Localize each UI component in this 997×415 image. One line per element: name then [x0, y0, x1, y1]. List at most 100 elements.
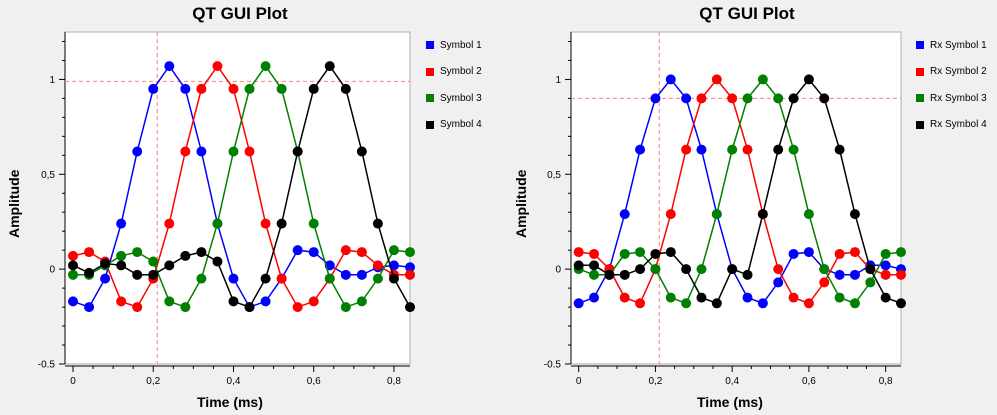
x-tick-label: 0,6 — [802, 376, 816, 387]
data-point — [880, 248, 891, 259]
data-point — [788, 144, 799, 155]
data-point — [340, 245, 351, 256]
legend-swatch — [916, 120, 924, 129]
legend-item[interactable]: Rx Symbol 3 — [916, 85, 987, 112]
data-point — [164, 61, 175, 72]
data-point — [727, 144, 738, 155]
data-point — [372, 218, 383, 229]
data-point — [849, 269, 860, 280]
data-point — [212, 61, 223, 72]
data-point — [308, 296, 319, 307]
y-tick-label: 0,5 — [41, 170, 55, 181]
data-point — [727, 93, 738, 104]
y-axis-label: Amplitude — [513, 169, 529, 238]
y-tick-label: 1 — [49, 75, 55, 86]
data-point — [757, 298, 768, 309]
data-point — [834, 248, 845, 259]
series-line-3 — [578, 78, 902, 305]
data-point — [788, 292, 799, 303]
series-line-4 — [72, 64, 411, 309]
y-tick-label: 0,5 — [547, 170, 561, 181]
legend-label: Symbol 2 — [440, 66, 482, 78]
data-point — [573, 260, 584, 271]
data-point — [665, 74, 676, 85]
plot-canvas[interactable]: -0.5 0 0,5 1 0 0,2 0,4 0,6 0,8 — [507, 0, 997, 415]
plot-canvas[interactable]: -0.5 0 0,5 1 0 0,2 0,4 0,6 0,8 — [0, 0, 498, 415]
data-point — [388, 273, 399, 284]
legend-swatch — [426, 41, 434, 50]
legend-item[interactable]: Rx Symbol 2 — [916, 59, 987, 86]
legend-item[interactable]: Symbol 2 — [426, 59, 482, 86]
data-point — [100, 273, 111, 284]
data-point — [803, 209, 814, 220]
series-line-1 — [578, 78, 902, 305]
data-point — [196, 83, 207, 94]
data-point — [635, 264, 646, 275]
data-point — [711, 298, 722, 309]
data-point — [742, 269, 753, 280]
data-point — [665, 247, 676, 258]
data-point — [212, 256, 223, 267]
x-tick-label: 0 — [70, 376, 76, 387]
data-point — [711, 209, 722, 220]
data-point — [696, 93, 707, 104]
data-point — [589, 292, 600, 303]
data-point — [276, 273, 287, 284]
data-point — [116, 296, 127, 307]
legend[interactable]: Rx Symbol 1 Rx Symbol 2 Rx Symbol 3 Rx Symb… — [916, 32, 987, 138]
legend-swatch — [426, 94, 434, 103]
data-point — [619, 269, 630, 280]
data-point — [68, 260, 79, 271]
data-point — [711, 74, 722, 85]
data-point — [834, 292, 845, 303]
data-point — [308, 247, 319, 258]
data-point — [196, 146, 207, 157]
data-point — [742, 144, 753, 155]
legend-item[interactable]: Symbol 4 — [426, 112, 482, 139]
data-point — [164, 260, 175, 271]
data-point — [68, 296, 79, 307]
data-point — [819, 93, 830, 104]
data-point — [650, 264, 661, 275]
data-point — [742, 292, 753, 303]
data-point — [148, 269, 159, 280]
legend-item[interactable]: Rx Symbol 4 — [916, 112, 987, 139]
data-point — [803, 74, 814, 85]
data-point — [116, 218, 127, 229]
data-point — [308, 83, 319, 94]
data-point — [228, 273, 239, 284]
data-point — [260, 273, 271, 284]
data-point — [742, 93, 753, 104]
data-point — [405, 262, 415, 273]
data-point — [340, 269, 351, 280]
data-point — [880, 260, 891, 271]
data-point — [650, 248, 661, 259]
data-point — [356, 269, 367, 280]
data-point — [84, 247, 95, 258]
data-point — [589, 248, 600, 259]
data-point — [388, 245, 399, 256]
data-point — [164, 218, 175, 229]
data-point — [619, 209, 630, 220]
legend-item[interactable]: Rx Symbol 1 — [916, 32, 987, 59]
data-point — [896, 269, 906, 280]
data-point — [372, 273, 383, 284]
data-point — [148, 256, 159, 267]
legend-label: Symbol 4 — [440, 119, 482, 131]
x-tick-label: 0,4 — [725, 376, 739, 387]
data-point — [228, 83, 239, 94]
plot-area — [64, 31, 411, 365]
legend-item[interactable]: Symbol 1 — [426, 32, 482, 59]
x-axis-label: Time (ms) — [697, 394, 763, 410]
data-point — [292, 245, 303, 256]
legend-item[interactable]: Symbol 3 — [426, 85, 482, 112]
data-point — [865, 264, 876, 275]
series-line-4 — [578, 78, 902, 305]
legend[interactable]: Symbol 1 Symbol 2 Symbol 3 Symbol 4 — [426, 32, 482, 138]
data-point — [180, 250, 191, 261]
data-point — [665, 292, 676, 303]
data-point — [880, 292, 891, 303]
legend-swatch — [916, 94, 924, 103]
data-point — [180, 83, 191, 94]
data-point — [665, 209, 676, 220]
